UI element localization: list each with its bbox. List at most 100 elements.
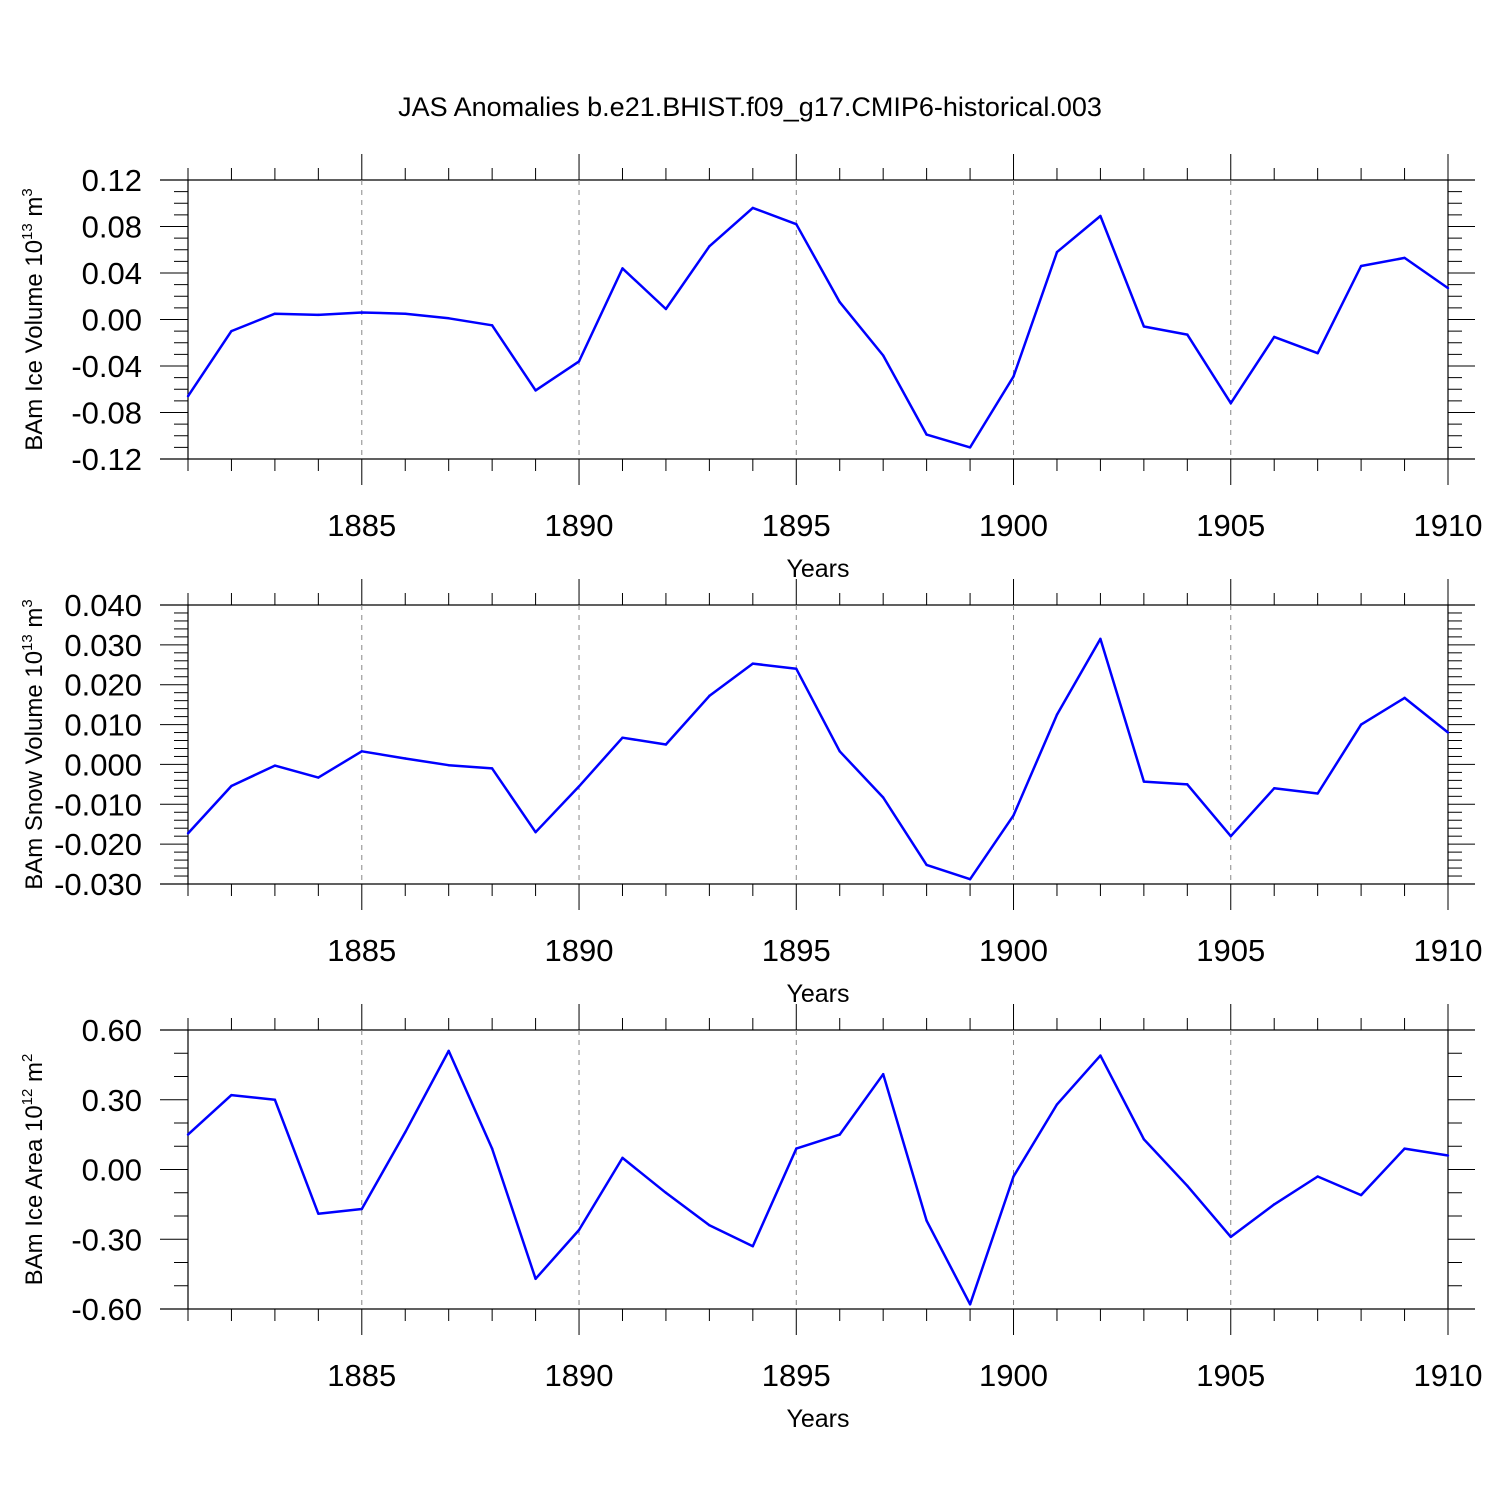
xtick-label-1895: 1895 [762, 1358, 831, 1393]
ytick-label: 0.12 [82, 163, 142, 198]
data-point [1055, 250, 1059, 254]
x-axis-label: Years [786, 980, 849, 1008]
data-point [360, 1207, 363, 1211]
data-point [404, 1131, 407, 1134]
data-point [273, 1098, 277, 1101]
data-point [664, 743, 668, 746]
y-axis-label: BAm Ice Volume 1013 m3 [19, 188, 48, 450]
x-axis-label: Years [786, 1405, 849, 1433]
ytick-label: 0.00 [82, 1153, 142, 1188]
data-point [534, 1277, 537, 1280]
ytick-label: -0.08 [71, 396, 142, 431]
data-point [1273, 787, 1276, 790]
ytick-label: -0.04 [71, 349, 142, 384]
data-point [1316, 352, 1319, 355]
xtick-label-1890: 1890 [545, 508, 614, 543]
ytick-label: -0.12 [71, 442, 142, 477]
data-point [925, 433, 928, 436]
data-point [577, 1228, 581, 1232]
data-point [1316, 1175, 1319, 1178]
data-point [1359, 264, 1363, 268]
data-point [1446, 286, 1450, 290]
data-point [751, 662, 755, 665]
ytick-label: 0.040 [64, 588, 142, 623]
data-point [230, 329, 233, 333]
xtick-label-1885: 1885 [327, 1358, 396, 1393]
data-point [360, 750, 363, 753]
data-point [708, 245, 711, 248]
data-point [534, 389, 537, 392]
data-point [751, 1245, 755, 1248]
data-point [621, 1156, 624, 1160]
data-point [360, 311, 363, 314]
data-point [1316, 792, 1319, 795]
series-line [187, 637, 1449, 881]
data-point [881, 354, 885, 357]
data-point [1403, 1147, 1406, 1150]
data-point [1055, 713, 1059, 716]
data-point [621, 267, 624, 270]
data-point [317, 1212, 320, 1215]
data-point [1273, 1203, 1276, 1206]
data-point [490, 324, 494, 327]
data-point [968, 878, 972, 881]
panel-3: 1885 1890 1895 1900 1905 1910 -0.60 -0.30 0.00 0.… [19, 1004, 1482, 1433]
data-point [1099, 637, 1102, 641]
xtick-label-1900: 1900 [979, 1358, 1048, 1393]
xtick-label-1910: 1910 [1414, 933, 1483, 968]
panels: 1885 1890 1895 1900 1905 1910 -0.12 -0.08 -0.04 0… [19, 154, 1482, 1433]
ytick-label: 0.60 [82, 1013, 142, 1048]
data-point [795, 222, 798, 226]
data-point [577, 360, 581, 363]
ytick-label: 0.30 [82, 1083, 142, 1118]
data-point [534, 830, 537, 834]
xtick-label-1905: 1905 [1196, 933, 1265, 968]
data-point [1142, 780, 1146, 783]
xtick-label-1910: 1910 [1414, 1358, 1483, 1393]
data-point [317, 776, 320, 779]
data-point [708, 694, 711, 698]
data-point [881, 1072, 885, 1076]
data-point [968, 1303, 972, 1306]
chart-title: JAS Anomalies b.e21.BHIST.f09_g17.CMIP6-… [398, 92, 1102, 122]
data-point [447, 317, 450, 320]
data-point [1359, 723, 1363, 726]
ytick-label: -0.30 [71, 1222, 142, 1257]
data-point [186, 395, 190, 398]
data-point [1229, 402, 1232, 405]
data-point [1099, 214, 1102, 218]
data-point [1403, 696, 1406, 700]
xtick-label-1890: 1890 [545, 1358, 614, 1393]
ytick-label: 0.000 [64, 747, 142, 782]
data-point [708, 1224, 711, 1227]
xtick-label-1890: 1890 [545, 933, 614, 968]
data-point [1012, 814, 1015, 817]
data-point [1142, 325, 1146, 328]
ytick-label: 0.08 [82, 210, 142, 245]
data-point [1186, 333, 1189, 336]
xtick-label-1895: 1895 [762, 933, 831, 968]
data-point [577, 785, 581, 788]
data-point [230, 1093, 233, 1097]
data-point [795, 1147, 798, 1150]
data-point [1359, 1193, 1363, 1197]
xtick-label-1895: 1895 [762, 508, 831, 543]
data-point [838, 750, 841, 753]
data-point [881, 796, 885, 799]
data-point [664, 307, 668, 311]
panel-2: 1885 1890 1895 1900 1905 1910 -0.030 -0.020 -0.0… [19, 579, 1482, 1008]
xtick-label-1885: 1885 [327, 508, 396, 543]
ytick-label: -0.60 [71, 1292, 142, 1327]
data-point [1273, 335, 1276, 339]
ytick-label: -0.020 [54, 827, 142, 862]
data-point [795, 667, 798, 670]
data-point [838, 300, 841, 304]
data-point [1229, 834, 1232, 838]
x-axis-label: Years [786, 555, 849, 583]
data-point [1186, 783, 1189, 786]
ytick-label: 0.00 [82, 303, 142, 338]
series-line [187, 1049, 1449, 1306]
data-point [621, 736, 624, 739]
data-point [273, 764, 277, 767]
